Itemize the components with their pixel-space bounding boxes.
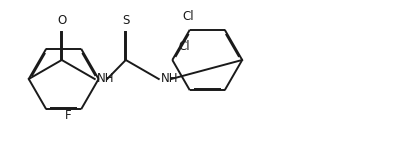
Text: NH: NH: [161, 73, 178, 85]
Text: O: O: [57, 14, 66, 27]
Text: S: S: [122, 14, 129, 27]
Text: Cl: Cl: [178, 40, 190, 53]
Text: NH: NH: [97, 73, 114, 85]
Text: Cl: Cl: [182, 10, 194, 23]
Text: F: F: [65, 109, 71, 122]
